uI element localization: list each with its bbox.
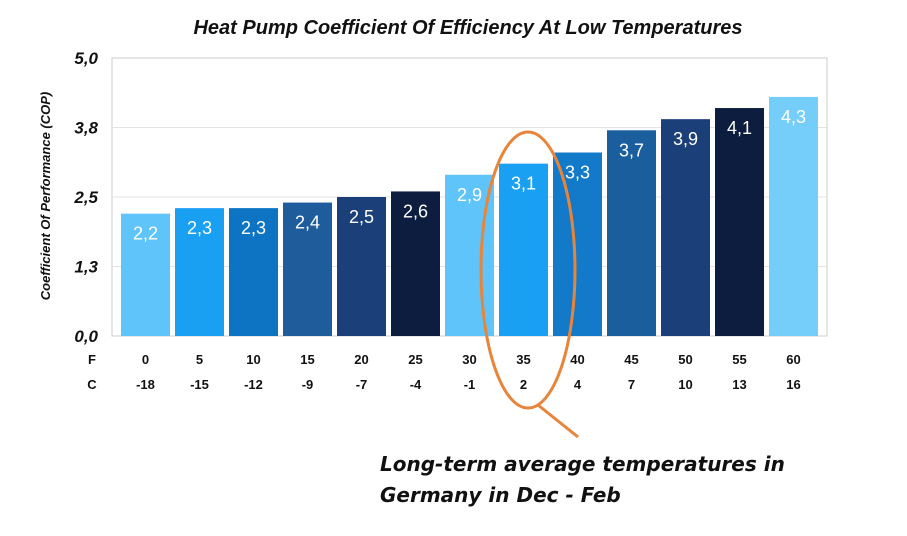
data-label: 3,7 — [619, 140, 644, 160]
highlight-ellipse — [479, 130, 577, 410]
y-tick-label: 1,3 — [74, 258, 98, 277]
x-tick-label-c: -12 — [244, 377, 263, 392]
bar — [391, 191, 440, 336]
data-label: 4,1 — [727, 118, 752, 138]
data-label: 2,3 — [241, 218, 266, 238]
data-label: 2,6 — [403, 201, 428, 221]
y-axis-ticks: 0,0 1,3 2,5 3,8 5,0 — [73, 49, 98, 346]
data-label: 3,3 — [565, 163, 590, 183]
bar — [769, 96, 818, 336]
x-tick-label-c: 16 — [786, 377, 800, 392]
x-row-label-c: C — [87, 377, 97, 392]
x-tick-label-f: 15 — [300, 352, 314, 367]
x-tick-label-f: 25 — [408, 352, 422, 367]
x-tick-label-c: 4 — [574, 377, 582, 392]
bar — [553, 152, 602, 336]
x-tick-label-c: 7 — [628, 377, 635, 392]
bar — [661, 119, 710, 336]
x-tick-label-c: -15 — [190, 377, 209, 392]
bar — [607, 130, 656, 336]
data-label: 2,3 — [187, 218, 212, 238]
data-label: 2,5 — [349, 207, 374, 227]
bar — [283, 202, 332, 336]
x-tick-label-c: -9 — [302, 377, 314, 392]
y-tick-label: 3,8 — [74, 119, 98, 138]
data-label: 4,3 — [781, 107, 806, 127]
bar — [337, 197, 386, 336]
x-tick-label-f: 45 — [624, 352, 638, 367]
x-tick-label-f: 5 — [196, 352, 203, 367]
annotation-line-1: Long-term average temperatures in — [380, 452, 785, 476]
data-label: 3,1 — [511, 174, 536, 194]
data-label: 2,4 — [295, 213, 320, 233]
bar — [175, 208, 224, 336]
chart-title: Heat Pump Coefficient Of Efficiency At L… — [193, 17, 742, 39]
x-tick-label-c: -18 — [136, 377, 155, 392]
y-axis-label: Coefficient Of Performance (COP) — [38, 92, 53, 301]
y-tick-label: 5,0 — [74, 49, 98, 68]
y-tick-label: 2,5 — [73, 188, 98, 207]
x-tick-label-f: 30 — [462, 352, 476, 367]
bar — [715, 108, 764, 336]
x-tick-label-f: 0 — [142, 352, 149, 367]
bar — [229, 208, 278, 336]
x-tick-label-f: 60 — [786, 352, 800, 367]
data-label: 2,9 — [457, 185, 482, 205]
x-tick-label-f: 20 — [354, 352, 368, 367]
data-label: 3,9 — [673, 129, 698, 149]
bar — [499, 163, 548, 336]
x-tick-label-c: -1 — [464, 377, 476, 392]
annotation-line-2: Germany in Dec - Feb — [380, 483, 621, 507]
x-tick-label-c: -4 — [410, 377, 422, 392]
x-axis-ticks: 0 -18 5 -15 10 -12 15 -9 20 -7 25 -4 30 -1 35 2 40 4 45 7 50… — [136, 352, 801, 392]
x-tick-label-c: 13 — [732, 377, 746, 392]
x-tick-label-c: 2 — [520, 377, 527, 392]
x-tick-label-f: 35 — [516, 352, 530, 367]
x-tick-label-f: 40 — [570, 352, 584, 367]
x-tick-label-c: 10 — [678, 377, 692, 392]
bar — [121, 213, 170, 336]
y-tick-label: 0,0 — [74, 327, 98, 346]
annotation-pointer — [537, 403, 579, 439]
x-tick-label-c: -7 — [356, 377, 368, 392]
data-labels: 2,2 2,3 2,3 2,4 2,5 2,6 2,9 3,1 3,3 3,7 3,9 4,1 4,3 — [133, 107, 806, 244]
x-row-label-f: F — [88, 352, 96, 367]
x-tick-label-f: 50 — [678, 352, 692, 367]
x-tick-label-f: 10 — [246, 352, 260, 367]
x-tick-label-f: 55 — [732, 352, 746, 367]
data-label: 2,2 — [133, 224, 158, 244]
bars — [121, 96, 818, 336]
